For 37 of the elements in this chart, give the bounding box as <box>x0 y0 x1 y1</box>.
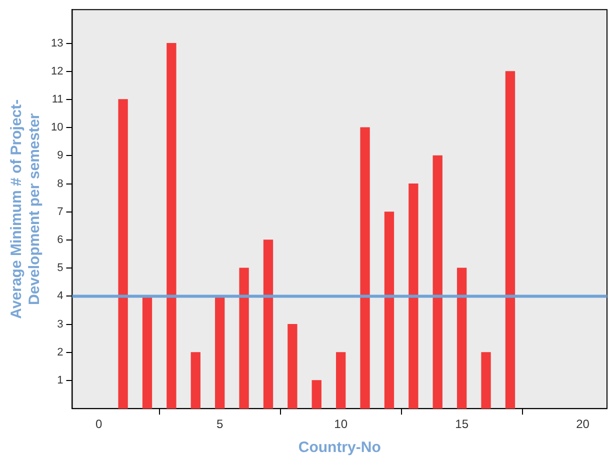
bar <box>505 71 516 409</box>
y-tick-label: 13 <box>50 37 64 50</box>
x-tick-label: 10 <box>334 417 348 432</box>
y-axis-title: Average Minimum # of Project-Development per semester <box>8 99 44 319</box>
y-tick-label: 9 <box>57 150 64 162</box>
bar <box>408 183 418 409</box>
bar <box>288 324 298 409</box>
y-tick-label: 1 <box>57 374 64 387</box>
bar <box>456 268 467 409</box>
bar <box>360 127 370 409</box>
bar <box>118 99 128 409</box>
bar <box>384 212 394 409</box>
bar <box>263 240 274 409</box>
x-axis-title: Country-No <box>298 439 381 456</box>
x-tick-label: 20 <box>576 417 590 432</box>
bar <box>215 296 225 409</box>
bar <box>190 352 200 409</box>
y-tick-label: 10 <box>50 122 64 134</box>
y-tick-label: 6 <box>57 234 64 246</box>
x-tick-label: 5 <box>216 417 224 432</box>
bar <box>239 268 249 409</box>
y-tick-label: 12 <box>50 65 64 78</box>
bar <box>432 155 442 409</box>
bar <box>336 352 346 409</box>
bar <box>142 296 152 409</box>
y-tick-label: 8 <box>57 178 64 190</box>
y-tick-label: 4 <box>57 290 64 302</box>
x-tick-label: 15 <box>455 417 469 432</box>
y-tick-label: 2 <box>57 346 64 358</box>
y-tick-label: 3 <box>57 318 64 330</box>
bar <box>166 42 176 409</box>
bar <box>312 380 322 409</box>
y-tick-label: 11 <box>52 94 64 106</box>
y-tick-label: 7 <box>57 206 64 218</box>
bar <box>481 352 491 409</box>
y-tick-label: 5 <box>57 262 64 274</box>
x-tick-label: 0 <box>96 417 103 432</box>
